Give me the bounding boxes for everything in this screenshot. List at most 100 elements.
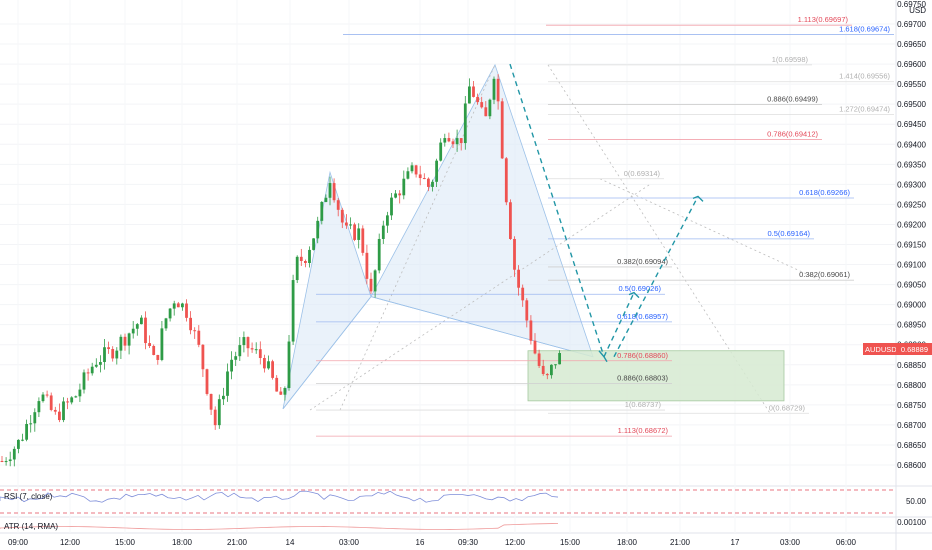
last-price-value: 0.68889 (901, 345, 928, 354)
price-tick-label: 0.69700 (897, 20, 926, 29)
candle-body (271, 361, 274, 378)
candle-body (168, 308, 172, 319)
atr-pane[interactable]: ATR (14, RMA) 0.00100 (0, 518, 927, 531)
fib-label: 1.113(0.69697) (798, 15, 849, 24)
candle-body (431, 181, 434, 187)
candle-body (156, 354, 160, 360)
candle-body (324, 197, 328, 202)
time-tick-label: 09:30 (458, 538, 479, 547)
candle-body (222, 395, 225, 400)
rsi-label: RSI (7, close) (4, 492, 53, 501)
candle-body (332, 183, 336, 201)
rsi-pane[interactable]: RSI (7, close) 50.00 (0, 489, 927, 514)
arrow-head (598, 350, 608, 363)
candle-body (230, 359, 233, 372)
fib-label: 0.382(0.69094) (617, 257, 668, 266)
candle-body (504, 158, 508, 203)
candle-body (304, 260, 307, 264)
time-tick-label: 12:00 (60, 538, 81, 547)
price-tick-label: 0.68800 (897, 381, 926, 390)
candle-body (349, 224, 352, 226)
candle-body (185, 303, 188, 318)
rsi-line (0, 490, 559, 503)
construction-line (599, 178, 821, 281)
price-tick-label: 0.68600 (897, 461, 926, 470)
candle-body (242, 337, 246, 346)
candle-body (0, 460, 4, 462)
candle-body (140, 317, 143, 325)
candle-body (209, 393, 213, 410)
candle-body (172, 303, 176, 309)
candle-body (107, 347, 110, 350)
pattern-bd (370, 296, 594, 358)
candle-body (398, 193, 402, 196)
time-tick-label: 17 (731, 538, 740, 547)
projection-arrows (509, 63, 704, 363)
candle-body (328, 183, 332, 198)
time-tick-label: 16 (416, 538, 425, 547)
time-tick-label: 21:00 (227, 538, 248, 547)
fib-label: 0.5(0.69164) (767, 229, 810, 238)
candle-body (119, 336, 123, 351)
candle-body (484, 107, 488, 117)
arrow-head (692, 195, 704, 202)
candle-body (238, 345, 242, 357)
candle-body (521, 287, 525, 301)
candle-body (295, 256, 299, 281)
projection-up-1 (603, 292, 635, 358)
candle-body (435, 160, 438, 182)
atr-line (0, 523, 559, 530)
candle-body (427, 178, 430, 187)
price-tick-label: 0.69250 (897, 200, 926, 209)
candle-body (82, 372, 86, 390)
candle-body (8, 459, 12, 462)
candle-body (115, 350, 119, 359)
atr-axis-label: 0.00100 (897, 518, 926, 527)
time-axis[interactable]: 09:00 12:00 15:00 18:00 21:00 14 03:00 16 09:30 1… (8, 538, 857, 547)
candle-body (267, 361, 270, 369)
candle-body (345, 222, 348, 226)
candle-body (525, 300, 529, 321)
candle-body (496, 78, 500, 102)
price-tick-label: 0.68950 (897, 321, 926, 330)
fib-label: 0.786(0.68860) (617, 351, 668, 360)
fib-label: 0.5(0.69026) (618, 284, 661, 293)
pattern-xb (282, 296, 372, 410)
candle-body (373, 270, 377, 292)
candle-body (308, 249, 311, 264)
fib-label: 0(0.68729) (769, 403, 806, 412)
time-tick-label: 18:00 (172, 538, 193, 547)
fib-label: 1.113(0.68672) (618, 426, 669, 435)
candle-body (340, 209, 344, 223)
candle-body (78, 389, 82, 397)
price-axis[interactable]: 0.69700 0.69650 0.69600 0.69550 0.69500 0.694… (897, 0, 926, 470)
price-tick-label: 0.68700 (897, 421, 926, 430)
candle-body (287, 341, 291, 389)
candle-body (541, 365, 545, 374)
candle-body (386, 215, 389, 226)
price-tick-label: 0.69000 (897, 301, 926, 310)
candle-body (144, 317, 147, 344)
candle-body (537, 353, 541, 366)
candle-body (213, 409, 217, 426)
fib-label: 1.414(0.69556) (839, 72, 890, 81)
candle-body (254, 349, 258, 351)
price-tick-label: 0.68750 (897, 401, 926, 410)
candle-body (361, 228, 365, 253)
candle-body (135, 324, 139, 329)
candle-body (476, 96, 479, 103)
candle-body (509, 202, 512, 239)
candle-body (217, 399, 221, 426)
candle-body (86, 372, 90, 374)
construction-line (309, 184, 651, 411)
harmonic-pattern (282, 63, 821, 414)
candle-body (127, 333, 131, 346)
candle-body (381, 225, 385, 239)
price-tick-label: 0.69150 (897, 241, 926, 250)
time-tick-label: 21:00 (670, 538, 691, 547)
price-tick-label: 0.69750 (897, 0, 926, 9)
candle-body (17, 439, 20, 449)
candle-body (189, 317, 192, 331)
candle-body (550, 364, 553, 376)
